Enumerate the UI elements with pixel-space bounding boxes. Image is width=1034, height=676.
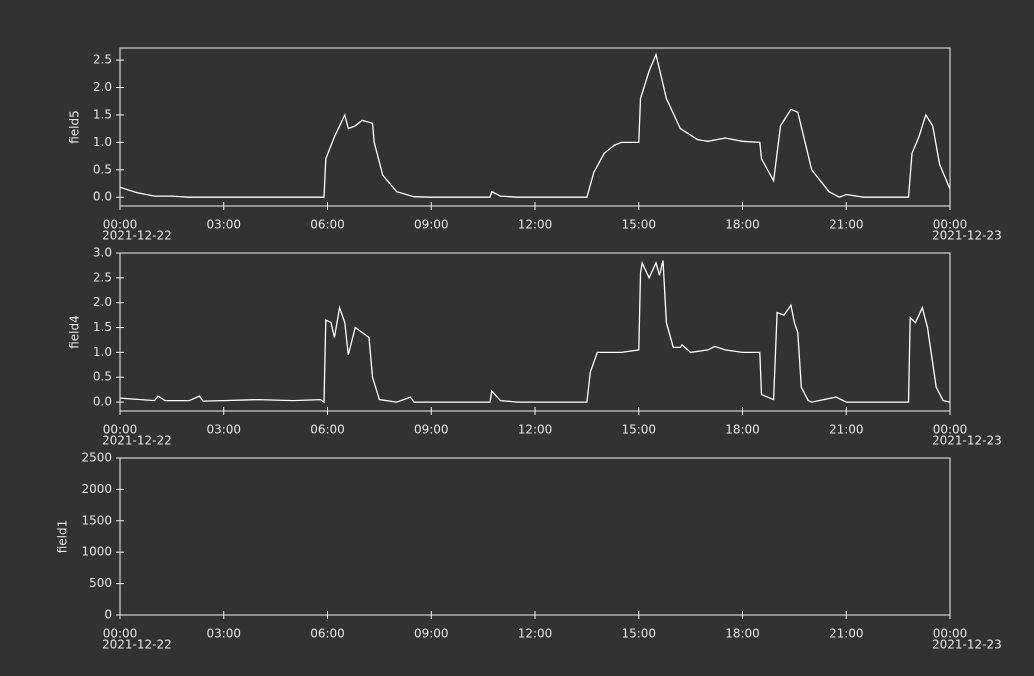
data-line [119, 52, 951, 198]
y-tick-label: 0.5 [93, 162, 112, 176]
x-tick-label: 12:00 [518, 218, 553, 232]
x-tick-label: 21:00 [829, 423, 864, 437]
x-tick-label: 18:00 [725, 627, 760, 641]
y-tick-label: 2.0 [93, 295, 112, 309]
x-tick-label: 06:00 [310, 627, 345, 641]
x-tick-label: 00:00 [103, 218, 138, 232]
y-tick-label: 0.0 [93, 190, 112, 204]
y-tick-label: 1.5 [93, 107, 112, 121]
y-tick-label: 1.0 [93, 345, 112, 359]
x-tick-label: 09:00 [414, 218, 449, 232]
y-tick-label: 2000 [81, 482, 112, 496]
y-tick-label: 500 [89, 576, 112, 590]
x-tick-label: 00:00 [933, 627, 968, 641]
y-tick-label: 2.0 [93, 80, 112, 94]
start-date: 2021-12-22 [102, 434, 172, 448]
y-tick-label: 1.0 [93, 135, 112, 149]
x-tick-label: 06:00 [310, 423, 345, 437]
y-tick-label: 0.0 [93, 395, 112, 409]
y-tick-label: 1000 [81, 545, 112, 559]
x-tick-label: 18:00 [725, 218, 760, 232]
x-tick-label: 00:00 [933, 423, 968, 437]
x-tick-label: 15:00 [621, 423, 656, 437]
x-tick-label: 00:00 [103, 423, 138, 437]
x-tick-label: 03:00 [206, 423, 241, 437]
y-axis-label: field5 [68, 110, 82, 144]
y-axis-label: field4 [68, 315, 82, 349]
end-date: 2021-12-23 [932, 434, 1002, 448]
y-tick-label: 2500 [81, 451, 112, 465]
plot-frame [119, 457, 951, 616]
x-tick-label: 21:00 [829, 218, 864, 232]
start-date: 2021-12-22 [102, 638, 172, 652]
x-tick-label: 09:00 [414, 627, 449, 641]
x-tick-label: 03:00 [206, 627, 241, 641]
x-tick-label: 06:00 [310, 218, 345, 232]
end-date: 2021-12-23 [932, 638, 1002, 652]
y-tick-label: 1500 [81, 513, 112, 527]
x-tick-label: 21:00 [829, 627, 864, 641]
x-tick-label: 18:00 [725, 423, 760, 437]
y-tick-label: 2.5 [93, 270, 112, 284]
x-tick-label: 03:00 [206, 218, 241, 232]
y-axis-label: field1 [56, 520, 70, 554]
y-tick-label: 1.5 [93, 320, 112, 334]
x-tick-label: 15:00 [621, 627, 656, 641]
x-tick-label: 09:00 [414, 423, 449, 437]
plot-frame [119, 252, 951, 412]
y-tick-label: 0 [104, 608, 112, 622]
x-tick-label: 00:00 [933, 218, 968, 232]
start-date: 2021-12-22 [102, 229, 172, 243]
x-tick-label: 15:00 [621, 218, 656, 232]
y-tick-label: 2.5 [93, 53, 112, 67]
end-date: 2021-12-23 [932, 229, 1002, 243]
plot-frame [119, 47, 951, 207]
data-line [119, 260, 951, 404]
x-tick-label: 00:00 [103, 627, 138, 641]
x-tick-label: 12:00 [518, 423, 553, 437]
y-tick-label: 3.0 [93, 246, 112, 260]
x-tick-label: 12:00 [518, 627, 553, 641]
y-tick-label: 0.5 [93, 370, 112, 384]
